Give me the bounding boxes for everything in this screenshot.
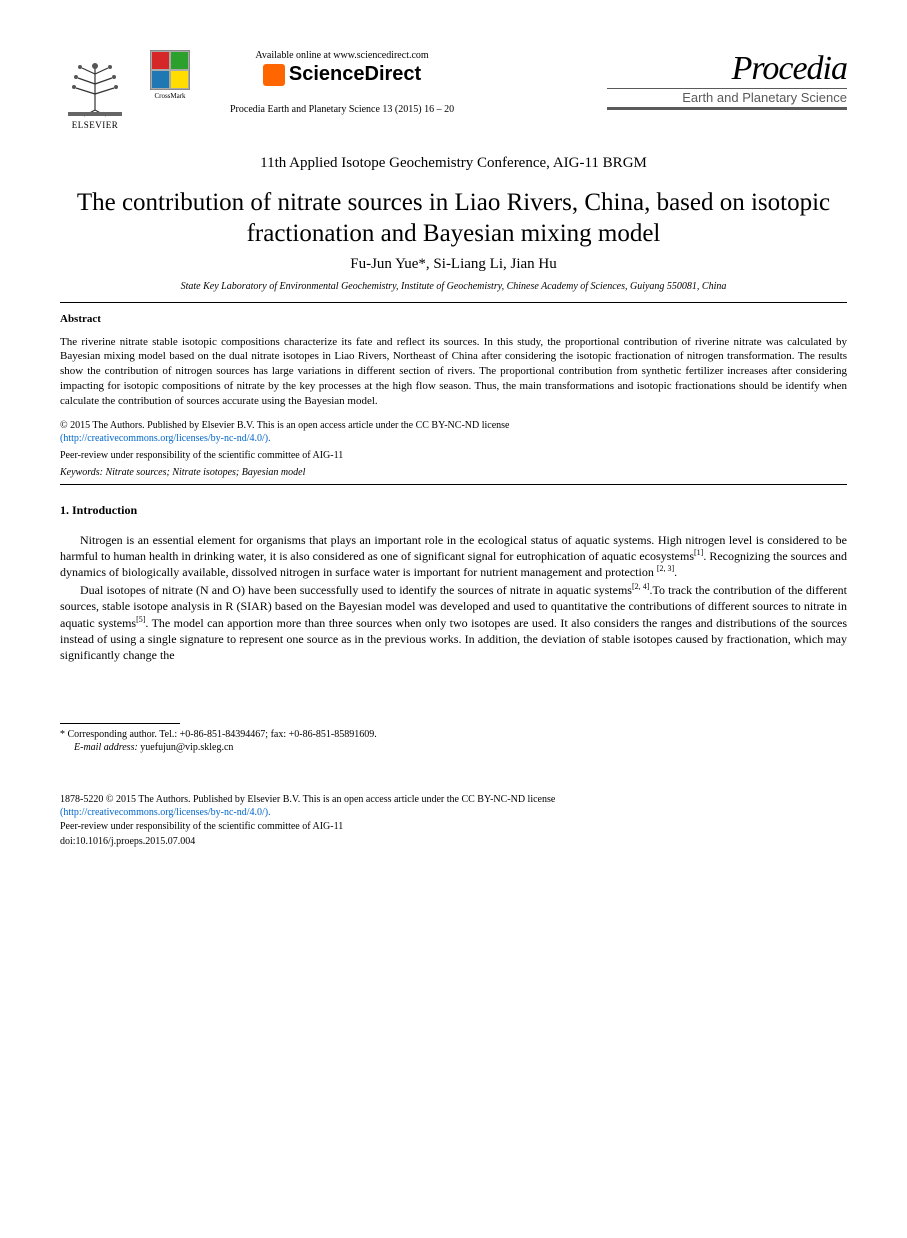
crossmark-icon bbox=[150, 50, 190, 90]
affiliation: State Key Laboratory of Environmental Ge… bbox=[60, 281, 847, 292]
conference-name: 11th Applied Isotope Geochemistry Confer… bbox=[60, 155, 847, 172]
license-line1: © 2015 The Authors. Published by Elsevie… bbox=[60, 420, 509, 431]
doi: doi:10.1016/j.proeps.2015.07.004 bbox=[60, 835, 847, 849]
issn: 1878-5220 bbox=[60, 794, 106, 805]
keywords-label: Keywords: bbox=[60, 467, 103, 478]
keywords-values: Nitrate sources; Nitrate isotopes; Bayes… bbox=[103, 467, 305, 478]
footer-license-link[interactable]: (http://creativecommons.org/licenses/by-… bbox=[60, 807, 271, 818]
available-online-text: Available online at www.sciencedirect.co… bbox=[255, 50, 428, 61]
procedia-main-text: Procedia bbox=[607, 50, 847, 88]
elsevier-tree-icon bbox=[64, 60, 126, 118]
abstract-heading: Abstract bbox=[60, 313, 847, 325]
license-link[interactable]: (http://creativecommons.org/licenses/by-… bbox=[60, 433, 271, 444]
citation-2-3: [2, 3] bbox=[657, 564, 674, 573]
procedia-sub-text: Earth and Planetary Science bbox=[607, 88, 847, 105]
citation-1: [1] bbox=[694, 548, 703, 557]
abstract-text: The riverine nitrate stable isotopic com… bbox=[60, 335, 847, 409]
intro-p1-text-c: . bbox=[674, 565, 677, 579]
divider-top bbox=[60, 302, 847, 303]
sciencedirect-logo[interactable]: ScienceDirect bbox=[263, 63, 421, 86]
journal-reference: Procedia Earth and Planetary Science 13 … bbox=[230, 104, 454, 115]
email-label: E-mail address: bbox=[74, 742, 138, 753]
authors: Fu-Jun Yue*, Si-Liang Li, Jian Hu bbox=[60, 256, 847, 273]
intro-paragraph-2: Dual isotopes of nitrate (N and O) have … bbox=[60, 582, 847, 663]
intro-p2-text-c: . The model can apportion more than thre… bbox=[60, 616, 847, 662]
footer-copyright: © 2015 The Authors. Published by Elsevie… bbox=[106, 794, 555, 805]
intro-p2-text-a: Dual isotopes of nitrate (N and O) have … bbox=[80, 583, 632, 597]
keywords-line: Keywords: Nitrate sources; Nitrate isoto… bbox=[60, 467, 847, 478]
footer-peer-review: Peer-review under responsibility of the … bbox=[60, 821, 343, 832]
peer-review-line: Peer-review under responsibility of the … bbox=[60, 450, 847, 461]
elsevier-label: ELSEVIER bbox=[72, 120, 119, 130]
sciencedirect-block: Available online at www.sciencedirect.co… bbox=[230, 50, 454, 115]
citation-5: [5] bbox=[136, 615, 145, 624]
elsevier-logo: ELSEVIER bbox=[60, 50, 130, 130]
procedia-logo: Procedia Earth and Planetary Science bbox=[607, 50, 847, 110]
introduction-heading: 1. Introduction bbox=[60, 503, 847, 518]
sciencedirect-icon bbox=[263, 64, 285, 86]
intro-paragraph-1: Nitrogen is an essential element for org… bbox=[60, 532, 847, 581]
license-block: © 2015 The Authors. Published by Elsevie… bbox=[60, 419, 847, 446]
footer-block: 1878-5220 © 2015 The Authors. Published … bbox=[60, 793, 847, 849]
paper-title: The contribution of nitrate sources in L… bbox=[60, 187, 847, 250]
crossmark-badge[interactable]: CrossMark bbox=[148, 50, 192, 102]
email-footnote: E-mail address: yuefujun@vip.skleg.cn bbox=[74, 742, 847, 753]
crossmark-label: CrossMark bbox=[154, 92, 185, 100]
sciencedirect-name: ScienceDirect bbox=[289, 63, 421, 86]
divider-bottom bbox=[60, 484, 847, 485]
corresponding-author-footnote: * Corresponding author. Tel.: +0-86-851-… bbox=[60, 728, 847, 742]
citation-2-4: [2, 4] bbox=[632, 582, 650, 591]
email-address: yuefujun@vip.skleg.cn bbox=[138, 742, 234, 753]
header-left: ELSEVIER CrossMark Available online at w… bbox=[60, 50, 454, 130]
footnote-separator bbox=[60, 723, 180, 724]
header-row: ELSEVIER CrossMark Available online at w… bbox=[60, 50, 847, 130]
